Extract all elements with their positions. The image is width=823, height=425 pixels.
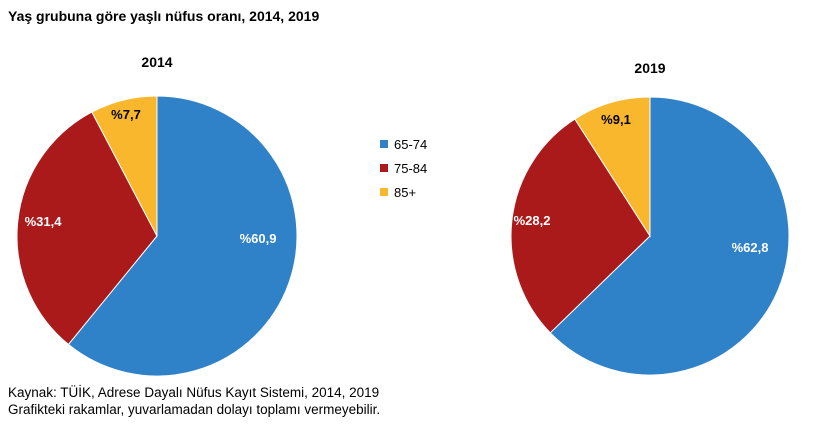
legend-item-85-plus: 85+: [380, 180, 427, 204]
pie-2014-label-75-84: %31,4: [25, 214, 63, 229]
legend-label-75-84: 75-84: [394, 160, 428, 176]
pie-2019-label-85-plus: %9,1: [601, 112, 631, 127]
pie-2014-label-85-plus: %7,7: [111, 107, 141, 122]
legend-swatch-75-84: [380, 164, 388, 172]
pie-2019-slice-75-84: [510, 118, 651, 334]
legend-label-65-74: 65-74: [394, 136, 428, 152]
pie-2014-label-65-74: %60,9: [240, 231, 277, 246]
legend-item-75-84: 75-84: [380, 156, 427, 180]
legend: 65-74 75-84 85+: [380, 132, 427, 204]
legend-swatch-65-74: [380, 140, 388, 148]
pie-2019-title: 2019: [634, 60, 666, 76]
pie-2019-slice-85-plus: [574, 96, 651, 238]
legend-item-65-74: 65-74: [380, 132, 427, 156]
pie-2014-slice-85-plus: [91, 95, 158, 237]
legend-label-85-plus: 85+: [394, 184, 417, 200]
chart-title: Yaş grubuna göre yaşlı nüfus oranı, 2014…: [8, 8, 320, 24]
pie-2014-slice-65-74: [67, 95, 298, 377]
legend-swatch-85-plus: [380, 188, 388, 196]
footer: Kaynak: TÜİK, Adrese Dayalı Nüfus Kayıt …: [8, 384, 380, 418]
rounding-note: Grafikteki rakamlar, yuvarlamadan dolayı…: [8, 402, 381, 417]
pie-2019-label-65-74: %62,8: [732, 240, 769, 255]
pie-2014-title: 2014: [141, 54, 173, 70]
pie-2019-label-75-84: %28,2: [514, 213, 551, 228]
source-note: Kaynak: TÜİK, Adrese Dayalı Nüfus Kayıt …: [8, 385, 380, 400]
pie-2019-slice-65-74: [549, 96, 790, 376]
